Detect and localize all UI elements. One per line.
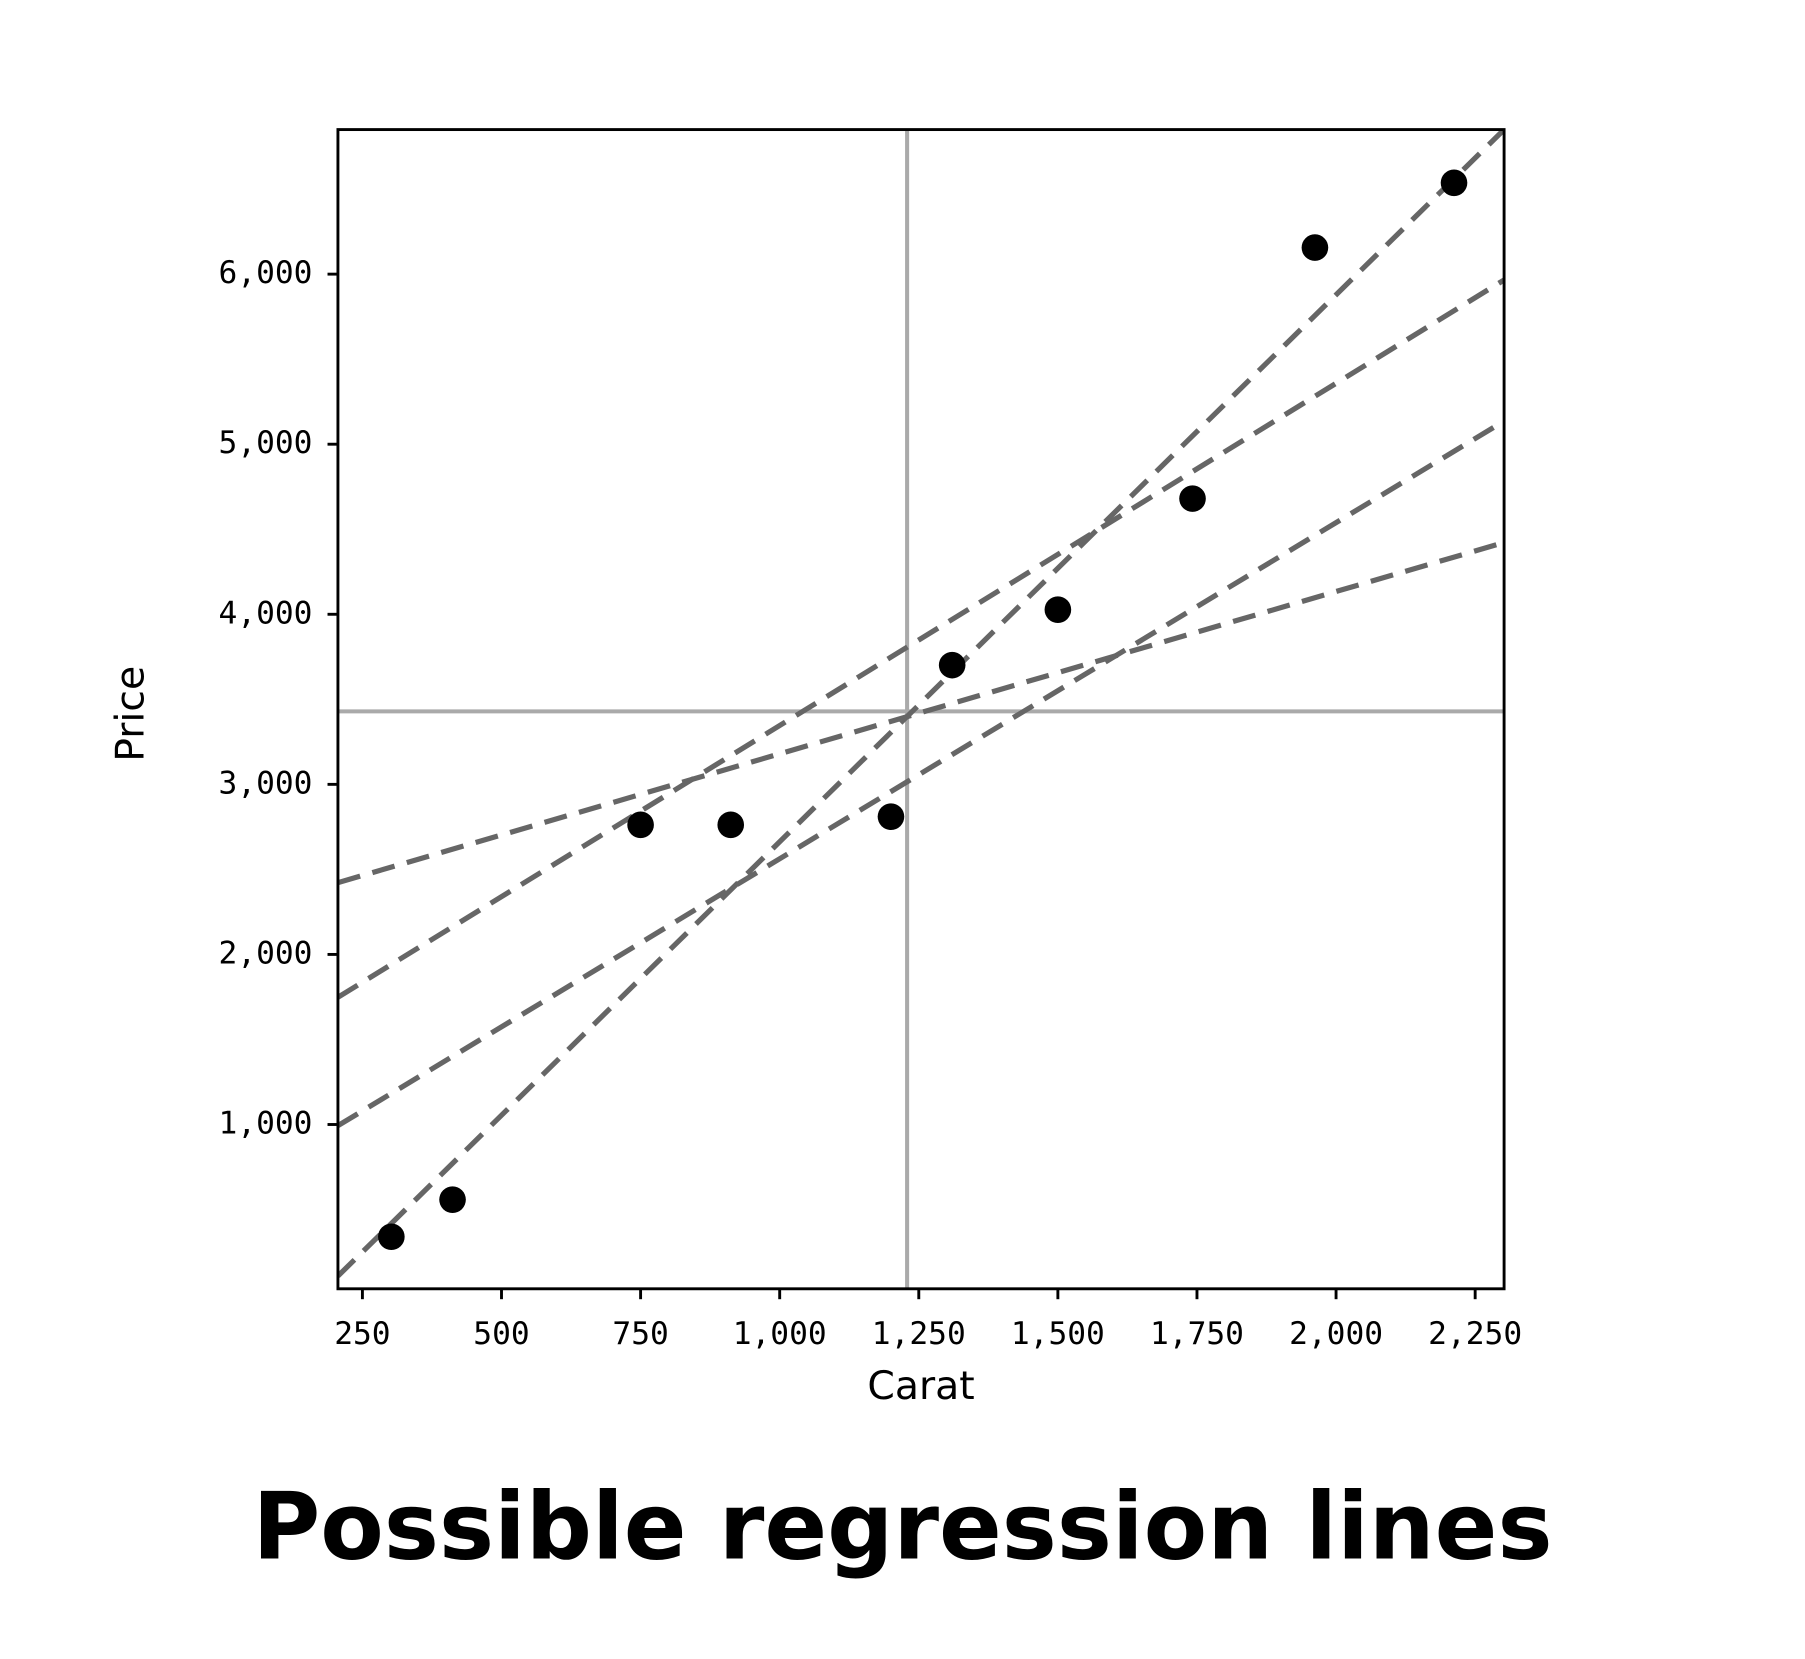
x-tick-label: 500: [473, 1316, 529, 1352]
data-point: [1179, 485, 1206, 512]
data-point: [439, 1186, 466, 1213]
y-tick-label: 6,000: [218, 255, 312, 291]
data-point: [938, 651, 966, 679]
y-tick-label: 1,000: [218, 1106, 312, 1142]
x-tick-label: 1,250: [872, 1316, 966, 1352]
regression-line: [337, 540, 1505, 886]
plot-area: [337, 129, 1505, 1289]
x-tick-label: 1,500: [1011, 1316, 1105, 1352]
regression-line: [337, 277, 1505, 1000]
data-point: [877, 803, 905, 830]
y-tick-label: 2,000: [218, 935, 312, 971]
regression-line: [337, 129, 1505, 1278]
x-tick-label: 1,000: [733, 1316, 827, 1352]
y-axis-label: Price: [108, 666, 154, 762]
regression-line: [337, 418, 1505, 1128]
data-point: [717, 811, 745, 839]
x-tick-label: 2,000: [1289, 1316, 1383, 1352]
chart-title: Possible regression lines: [252, 1472, 1552, 1580]
data-point: [1301, 234, 1329, 261]
y-tick-label: 3,000: [218, 765, 312, 801]
x-tick-label: 250: [334, 1316, 390, 1352]
x-tick-label: 2,250: [1428, 1316, 1522, 1352]
y-tick-label: 5,000: [218, 425, 312, 461]
y-tick-label: 4,000: [218, 595, 312, 631]
x-axis-label: Carat: [867, 1363, 974, 1409]
data-point: [378, 1223, 405, 1251]
data-point: [1440, 169, 1468, 197]
data-point: [1044, 596, 1072, 623]
plot-frame: [336, 128, 1506, 1291]
x-tick-label: 750: [612, 1316, 668, 1352]
data-point: [627, 811, 654, 839]
x-tick-label: 1,750: [1150, 1316, 1244, 1352]
